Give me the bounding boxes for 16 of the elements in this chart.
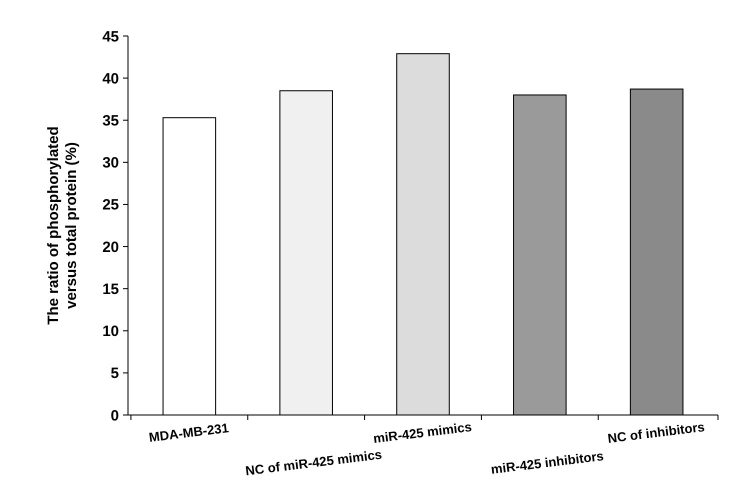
x-tick-label: NC of inhibitors (606, 419, 706, 446)
y-tick-label: 30 (102, 154, 119, 172)
x-tick-label: NC of miR-425 mimics (244, 446, 383, 478)
y-tick-label: 20 (102, 238, 119, 256)
x-tick-label: miR-425 mimics (372, 419, 472, 446)
y-tick-label: 25 (102, 196, 119, 214)
y-tick-label: 0 (110, 407, 119, 424)
y-tick-label: 15 (102, 280, 119, 298)
y-axis-title: The ratio of phosphorylated versus total protein (%) (45, 126, 80, 325)
y-tick-label: 35 (102, 112, 119, 130)
y-tick-label: 5 (110, 365, 119, 382)
x-tick-label: miR-425 inhibitors (490, 448, 604, 477)
x-tick-label: MDA-MB-231 (148, 420, 230, 445)
y-tick-label: 40 (102, 70, 119, 88)
y-tick-label: 10 (102, 323, 119, 340)
y-tick-label: 45 (102, 28, 119, 46)
